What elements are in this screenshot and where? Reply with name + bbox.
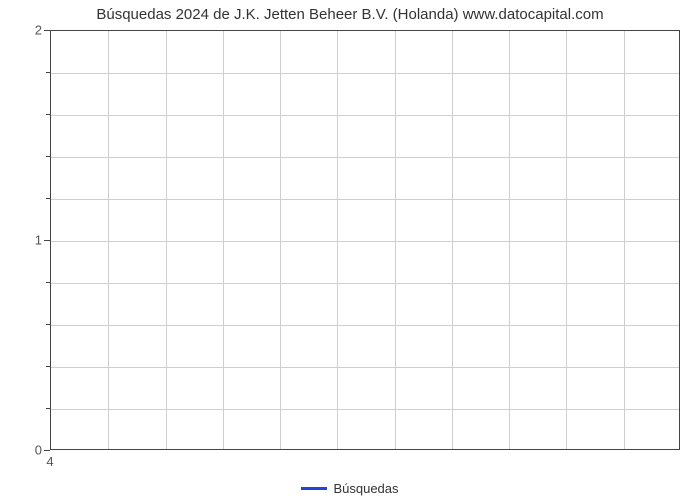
x-tick-label: 4 <box>46 454 53 469</box>
grid-horizontal <box>51 73 679 74</box>
grid-horizontal <box>51 409 679 410</box>
grid-vertical <box>280 31 281 449</box>
y-minor-tick-mark <box>46 366 50 367</box>
grid-vertical <box>395 31 396 449</box>
legend-line-swatch <box>301 487 327 490</box>
chart-container: Búsquedas 2024 de J.K. Jetten Beheer B.V… <box>0 0 700 500</box>
grid-horizontal <box>51 241 679 242</box>
grid-vertical <box>509 31 510 449</box>
grid-vertical <box>223 31 224 449</box>
y-minor-tick-mark <box>46 198 50 199</box>
y-minor-tick-mark <box>46 156 50 157</box>
grid-horizontal <box>51 325 679 326</box>
grid-vertical <box>108 31 109 449</box>
y-tick-label: 2 <box>22 23 42 38</box>
y-tick-label: 1 <box>22 233 42 248</box>
chart-title: Búsquedas 2024 de J.K. Jetten Beheer B.V… <box>0 6 700 23</box>
y-minor-tick-mark <box>46 282 50 283</box>
grid-horizontal <box>51 157 679 158</box>
legend-label: Búsquedas <box>333 481 398 496</box>
y-tick-mark <box>44 450 50 451</box>
y-tick-mark <box>44 240 50 241</box>
y-minor-tick-mark <box>46 408 50 409</box>
grid-vertical <box>624 31 625 449</box>
y-minor-tick-mark <box>46 114 50 115</box>
grid-horizontal <box>51 199 679 200</box>
plot-area <box>50 30 680 450</box>
grid-vertical <box>337 31 338 449</box>
y-minor-tick-mark <box>46 72 50 73</box>
grid-vertical <box>566 31 567 449</box>
grid-horizontal <box>51 283 679 284</box>
legend: Búsquedas <box>0 480 700 496</box>
grid-vertical <box>166 31 167 449</box>
y-tick-label: 0 <box>22 443 42 458</box>
y-minor-tick-mark <box>46 324 50 325</box>
grid-horizontal <box>51 115 679 116</box>
grid-vertical <box>452 31 453 449</box>
grid-horizontal <box>51 367 679 368</box>
y-tick-mark <box>44 30 50 31</box>
